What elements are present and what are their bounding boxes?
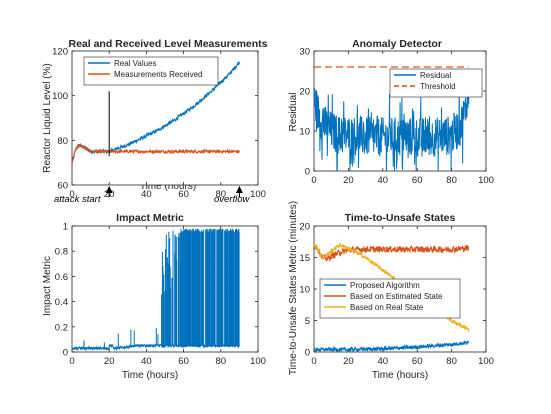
annotation-arrow-head <box>235 186 243 193</box>
chart-title: Real and Received Level Measurements <box>68 38 267 50</box>
annotation-arrow-head <box>105 186 113 193</box>
series-line-based-on-estimated-state <box>314 243 470 262</box>
time-to-unsafe-panel: Time-to-Unsafe States Time-to-Unsafe Sta… <box>288 201 494 381</box>
chart-title: Anomaly Detector <box>352 38 442 50</box>
x-tick-label: 80 <box>216 356 227 367</box>
y-tick-label: 0.2 <box>55 322 68 333</box>
x-tick-label: 60 <box>412 175 423 186</box>
x-tick-label: 80 <box>446 356 457 367</box>
y-tick-label: 0.6 <box>55 272 68 283</box>
x-tick-label: 0 <box>69 189 74 200</box>
x-tick-label: 40 <box>378 175 389 186</box>
legend-box <box>389 68 483 98</box>
series-line-residual <box>314 82 470 171</box>
x-tick-label: 100 <box>250 356 266 367</box>
legend-label: Based on Real State <box>350 303 424 312</box>
y-tick-label: 10 <box>299 285 310 296</box>
x-tick-label: 0 <box>311 356 316 367</box>
x-tick-label: 100 <box>478 175 494 186</box>
legend: Residual Threshold <box>389 68 483 98</box>
y-tick-label: 60 <box>57 181 68 192</box>
x-tick-label: 20 <box>343 175 354 186</box>
series-group <box>314 66 470 171</box>
chart-title: Time-to-Unsafe States <box>345 212 456 224</box>
y-tick-label: 0.8 <box>55 247 68 258</box>
level-measurements-panel: Real and Received Level Measurements Rea… <box>42 38 268 205</box>
y-tick-label: 10 <box>299 127 310 138</box>
x-tick-label: 80 <box>446 175 457 186</box>
y-tick-label: 20 <box>299 87 310 98</box>
y-tick-label: 1 <box>63 222 68 233</box>
y-tick-label: 30 <box>299 47 310 58</box>
impact-metric-panel: Impact Metric Impact Metric Time (hours)… <box>42 212 266 381</box>
y-axis-label: Time-to-Unsafe States Metric (minutes) <box>288 201 299 375</box>
x-tick-label: 60 <box>412 356 423 367</box>
y-tick-label: 80 <box>57 136 68 147</box>
x-tick-label: 20 <box>104 356 115 367</box>
x-tick-label: 100 <box>250 189 266 200</box>
y-tick-label: 0.4 <box>55 297 68 308</box>
x-tick-label: 0 <box>69 356 74 367</box>
y-axis-label: Residual <box>288 93 299 132</box>
legend-label: Proposed Algorithm <box>350 281 420 290</box>
chart-title: Impact Metric <box>116 212 184 224</box>
series-line-measurements-received <box>72 144 240 165</box>
y-tick-label: 0 <box>63 348 68 359</box>
y-tick-label: 120 <box>52 47 68 58</box>
x-axis-label: Time (hours) <box>140 181 196 192</box>
legend-box <box>83 56 219 86</box>
y-axis-label: Impact Metric <box>42 256 53 316</box>
x-tick-label: 20 <box>343 356 354 367</box>
overflow-annotation: overflow <box>214 194 251 205</box>
x-tick-label: 40 <box>141 189 152 200</box>
x-tick-label: 40 <box>378 356 389 367</box>
y-tick-label: 0 <box>305 348 310 359</box>
x-tick-label: 80 <box>216 189 227 200</box>
y-tick-label: 0 <box>305 167 310 178</box>
legend-label: Based on Estimated State <box>350 292 443 301</box>
series-group <box>72 228 240 352</box>
y-tick-label: 100 <box>52 91 68 102</box>
series-line-proposed-algorithm <box>314 339 470 352</box>
x-axis-label: Time (hours) <box>122 370 178 381</box>
legend: Proposed Algorithm Based on Estimated Sta… <box>319 278 461 319</box>
x-tick-label: 100 <box>478 356 494 367</box>
legend-label: Real Values <box>114 59 157 68</box>
anomaly-detector-panel: Anomaly Detector Residual 0 20 40 60 80 100 0 1… <box>288 38 494 186</box>
x-tick-label: 60 <box>178 356 189 367</box>
y-tick-label: 15 <box>299 253 310 264</box>
legend-label: Threshold <box>420 82 456 91</box>
y-axis-label: Reactor Liquid Level (%) <box>42 63 53 173</box>
y-tick-label: 20 <box>299 222 310 233</box>
x-tick-label: 40 <box>141 356 152 367</box>
series-line-impact <box>72 228 240 352</box>
legend-label: Measurements Received <box>114 70 202 79</box>
legend-label: Residual <box>420 71 451 80</box>
x-axis-label: Time (hours) <box>372 370 428 381</box>
legend: Real Values Measurements Received <box>83 56 219 86</box>
y-tick-label: 5 <box>305 316 310 327</box>
series-group <box>72 61 240 165</box>
x-tick-label: 60 <box>178 189 189 200</box>
x-tick-label: 0 <box>311 175 316 186</box>
attack-start-annotation: attack start <box>54 194 101 205</box>
